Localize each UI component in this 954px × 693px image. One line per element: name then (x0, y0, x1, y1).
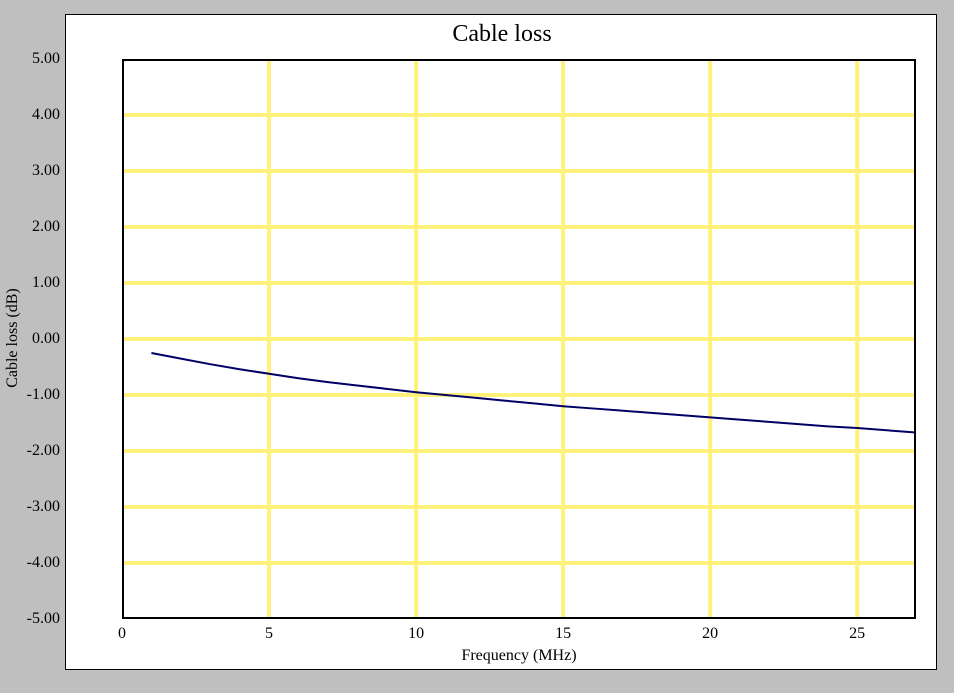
y-axis-label: Cable loss (dB) (4, 58, 22, 618)
x-tick-label: 5 (249, 625, 289, 643)
x-tick-label: 0 (102, 625, 142, 643)
x-tick-label: 20 (690, 625, 730, 643)
chart-title: Cable loss (66, 21, 938, 48)
x-tick-label: 15 (543, 625, 583, 643)
page-root: Cable loss0510152025Frequency (MHz)-5.00… (0, 0, 954, 693)
x-axis-label: Frequency (MHz) (122, 647, 916, 665)
x-tick-label: 10 (396, 625, 436, 643)
x-tick-label: 25 (837, 625, 877, 643)
plot-area (122, 59, 916, 619)
chart-panel: Cable loss 0 5 10 15 20 25 Frequency (MHz) (65, 14, 937, 670)
